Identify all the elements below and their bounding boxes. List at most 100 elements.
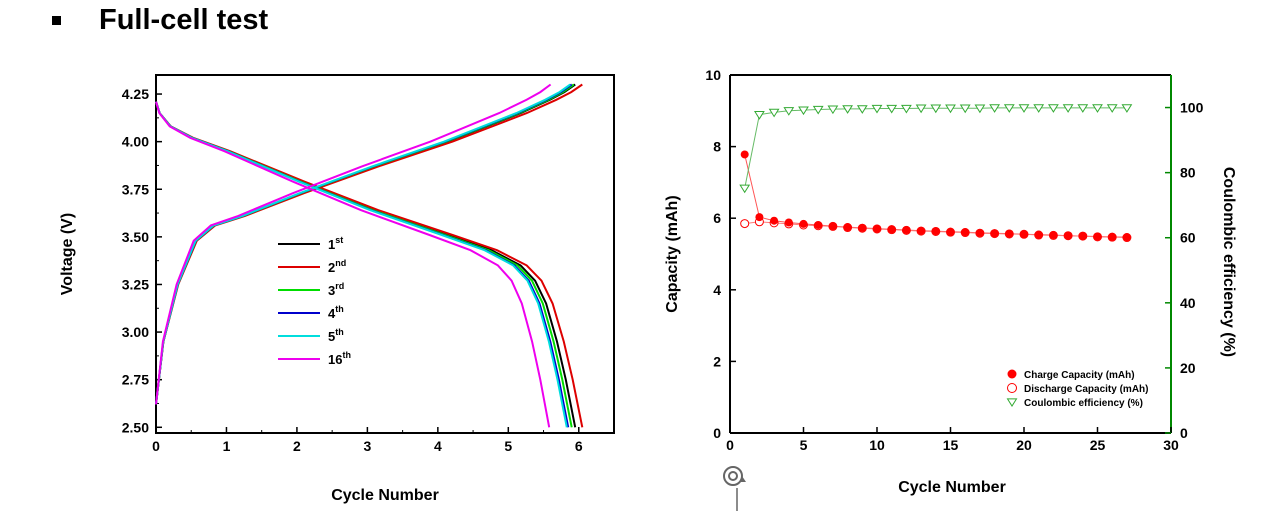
efficiency-point <box>989 104 1001 113</box>
legend-label-4: 4th <box>328 304 344 321</box>
charge-point <box>873 224 881 233</box>
left-y-tick-label: 4.25 <box>122 86 149 102</box>
efficiency-point <box>739 184 751 194</box>
legend-label-16: 16th <box>328 350 351 367</box>
charge-curve-5 <box>155 83 571 405</box>
left-y-tick-label: 3.00 <box>122 324 149 340</box>
charge-point <box>946 227 955 236</box>
right-x-tick-label: 5 <box>800 437 808 453</box>
legend-label-3: 3rd <box>328 281 344 298</box>
efficiency-tick-label: 100 <box>1180 100 1204 116</box>
left-x-axis-label: Cycle Number <box>331 487 439 504</box>
charge-point <box>784 218 793 227</box>
right-x-axis-label: Cycle Number <box>898 479 1006 496</box>
charge-point <box>961 228 970 237</box>
charge-curve-16 <box>155 83 552 405</box>
efficiency-point <box>856 105 868 114</box>
efficiency-point <box>1077 104 1089 113</box>
left-x-tick-label: 6 <box>575 438 583 454</box>
left-x-tick-label: 2 <box>293 438 301 454</box>
right-y-tick-label: 8 <box>713 139 721 155</box>
efficiency-point <box>1106 104 1118 113</box>
charge-point <box>740 150 749 159</box>
right-x-tick-label: 15 <box>943 437 959 453</box>
efficiency-point <box>974 104 986 114</box>
efficiency-tick-label: 40 <box>1180 295 1196 311</box>
efficiency-point <box>930 104 942 114</box>
bullet-icon <box>52 15 61 25</box>
left-x-tick-label: 5 <box>504 438 512 454</box>
legend-discharge-label: Discharge Capacity (mAh) <box>1024 384 1148 395</box>
efficiency-point <box>915 104 927 114</box>
left-plot-frame <box>155 74 615 434</box>
left-y-tick-label: 2.50 <box>122 419 149 435</box>
charge-point <box>931 227 940 236</box>
charge-point <box>1093 232 1102 241</box>
charge-point <box>1064 231 1073 240</box>
right-y-axis-label: Capacity (mAh) <box>664 195 681 312</box>
charge-curve-3 <box>155 83 575 405</box>
charge-point <box>1122 233 1131 242</box>
charge-point <box>799 219 808 228</box>
efficiency-point <box>753 111 765 120</box>
charge-point <box>814 221 823 230</box>
right-x-tick-label: 30 <box>1163 437 1179 453</box>
charge-point <box>887 225 896 234</box>
efficiency-point <box>871 104 883 114</box>
discharge-curve-4 <box>155 101 570 428</box>
rotate-cursor-icon <box>723 466 746 511</box>
left-y-tick-label: 3.50 <box>122 229 149 245</box>
efficiency-point <box>959 104 971 114</box>
left-y-tick-label: 2.75 <box>122 372 149 388</box>
efficiency-point <box>783 107 795 116</box>
charge-point <box>843 223 852 232</box>
efficiency-tick-label: 80 <box>1180 165 1196 181</box>
left-x-tick-label: 4 <box>434 438 442 454</box>
charge-point <box>755 213 764 222</box>
right-x-tick-label: 0 <box>726 437 734 453</box>
discharge-curve-5 <box>155 101 568 428</box>
charge-point <box>917 226 926 235</box>
efficiency-point <box>1047 104 1059 113</box>
right-y-tick-label: 4 <box>713 282 721 298</box>
discharge-point <box>740 219 750 229</box>
efficiency-point <box>1092 104 1103 113</box>
left-y-tick-label: 4.00 <box>122 134 149 150</box>
efficiency-point <box>1033 104 1045 113</box>
efficiency-tick-label: 0 <box>1180 425 1188 441</box>
efficiency-line <box>744 107 1127 189</box>
legend-charge-marker <box>1007 369 1017 379</box>
charge-curve-2 <box>155 83 583 405</box>
efficiency-point <box>945 104 956 114</box>
left-y-tick-label: 3.75 <box>122 181 149 197</box>
right-x-tick-label: 10 <box>869 437 885 453</box>
efficiency-point <box>900 104 912 114</box>
charge-point <box>990 229 999 238</box>
charge-curve-1 <box>155 83 576 405</box>
legend-label-2: 2nd <box>328 258 346 275</box>
discharge-curve-3 <box>155 101 573 428</box>
efficiency-point <box>1018 104 1030 113</box>
right-x-tick-label: 25 <box>1090 437 1106 453</box>
slide-heading: Full-cell test <box>52 2 268 38</box>
left-y-axis-label: Voltage (V) <box>59 213 76 295</box>
charge-point <box>1034 230 1043 239</box>
right-y-tick-label: 6 <box>713 210 721 226</box>
charge-point <box>770 216 779 225</box>
charge-curve-4 <box>155 83 573 405</box>
legend-label-5: 5th <box>328 327 344 344</box>
efficiency-point <box>886 104 898 114</box>
efficiency-point <box>812 105 824 115</box>
efficiency-point <box>768 108 780 118</box>
efficiency-point <box>1062 104 1074 113</box>
right-y-tick-label: 10 <box>705 67 721 83</box>
left-x-tick-label: 1 <box>223 438 231 454</box>
charge-point <box>858 223 867 232</box>
heading-title: Full-cell test <box>99 3 269 36</box>
legend-discharge-marker <box>1007 383 1017 393</box>
charge-point <box>1005 229 1014 238</box>
charge-point <box>1078 232 1087 241</box>
left-x-tick-label: 3 <box>363 438 371 454</box>
efficiency-point <box>827 105 839 115</box>
